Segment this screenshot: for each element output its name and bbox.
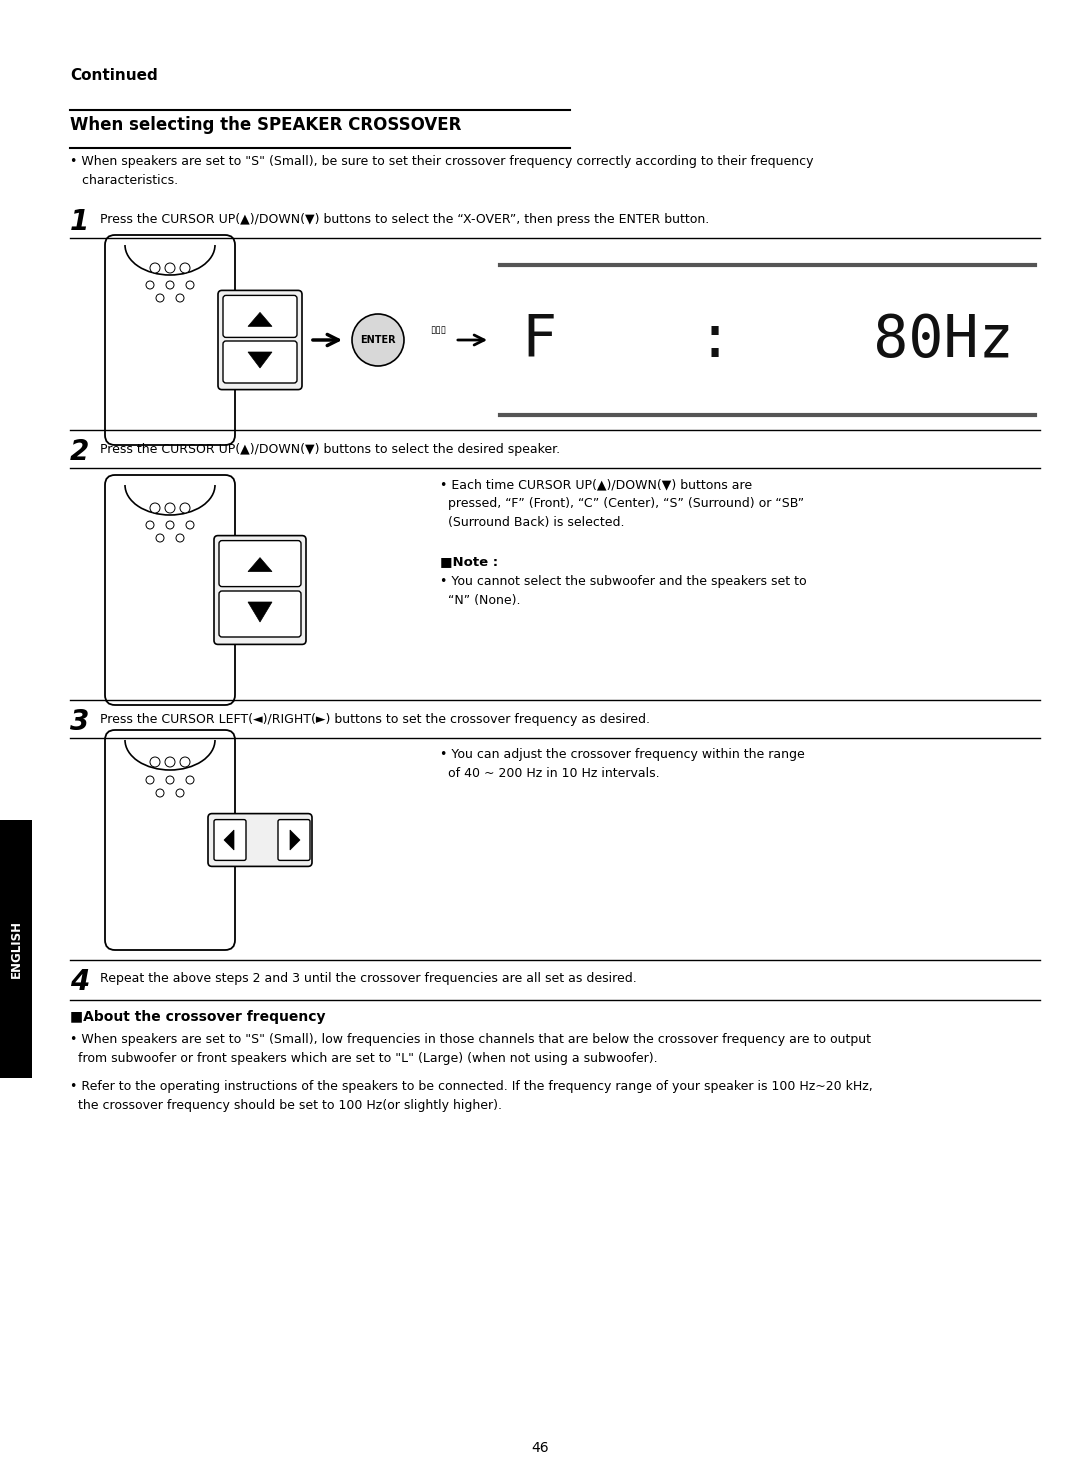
Polygon shape: [224, 830, 234, 850]
FancyBboxPatch shape: [214, 535, 306, 645]
FancyBboxPatch shape: [105, 475, 235, 705]
Circle shape: [352, 314, 404, 365]
Circle shape: [156, 788, 164, 797]
Bar: [0, 819, 32, 1078]
Text: • Each time CURSOR UP(▲)/DOWN(▼) buttons are
  pressed, “F” (Front), “C” (Center: • Each time CURSOR UP(▲)/DOWN(▼) buttons…: [440, 478, 805, 529]
FancyBboxPatch shape: [214, 819, 246, 861]
FancyBboxPatch shape: [219, 592, 301, 637]
Text: ■Note :: ■Note :: [440, 555, 498, 568]
Circle shape: [150, 757, 160, 768]
Circle shape: [165, 757, 175, 768]
Text: ENGLISH: ENGLISH: [10, 920, 23, 978]
Text: • When speakers are set to "S" (Small), be sure to set their crossover frequency: • When speakers are set to "S" (Small), …: [70, 155, 813, 186]
Text: When selecting the SPEAKER CROSSOVER: When selecting the SPEAKER CROSSOVER: [70, 115, 461, 135]
Text: F    :    80Hz: F : 80Hz: [522, 312, 1013, 368]
Polygon shape: [291, 830, 300, 850]
Circle shape: [186, 281, 194, 288]
Circle shape: [176, 534, 184, 541]
FancyBboxPatch shape: [218, 290, 302, 389]
Circle shape: [150, 263, 160, 274]
Polygon shape: [248, 352, 272, 368]
FancyBboxPatch shape: [105, 235, 235, 445]
Text: 3: 3: [70, 708, 90, 737]
Text: ▯▯▯: ▯▯▯: [430, 325, 446, 336]
Circle shape: [186, 776, 194, 784]
Text: 1: 1: [70, 209, 90, 237]
Circle shape: [186, 521, 194, 529]
Text: 46: 46: [531, 1441, 549, 1455]
Circle shape: [180, 757, 190, 768]
Polygon shape: [248, 312, 272, 327]
FancyBboxPatch shape: [208, 813, 312, 867]
Text: • Refer to the operating instructions of the speakers to be connected. If the fr: • Refer to the operating instructions of…: [70, 1080, 873, 1112]
Text: Repeat the above steps 2 and 3 until the crossover frequencies are all set as de: Repeat the above steps 2 and 3 until the…: [92, 972, 637, 985]
Circle shape: [180, 503, 190, 513]
Circle shape: [146, 281, 154, 288]
Circle shape: [146, 521, 154, 529]
Text: ■About the crossover frequency: ■About the crossover frequency: [70, 1010, 325, 1023]
Text: Press the CURSOR UP(▲)/DOWN(▼) buttons to select the “X-OVER”, then press the EN: Press the CURSOR UP(▲)/DOWN(▼) buttons t…: [92, 213, 710, 226]
Text: 4: 4: [70, 967, 90, 995]
Circle shape: [180, 263, 190, 274]
FancyBboxPatch shape: [278, 819, 310, 861]
Circle shape: [150, 503, 160, 513]
Text: Press the CURSOR LEFT(◄)/RIGHT(►) buttons to set the crossover frequency as desi: Press the CURSOR LEFT(◄)/RIGHT(►) button…: [92, 713, 650, 726]
Polygon shape: [248, 602, 272, 623]
Text: Press the CURSOR UP(▲)/DOWN(▼) buttons to select the desired speaker.: Press the CURSOR UP(▲)/DOWN(▼) buttons t…: [92, 444, 561, 456]
Circle shape: [165, 503, 175, 513]
Text: • You can adjust the crossover frequency within the range
  of 40 ~ 200 Hz in 10: • You can adjust the crossover frequency…: [440, 748, 805, 779]
FancyBboxPatch shape: [222, 296, 297, 337]
FancyBboxPatch shape: [219, 541, 301, 587]
Polygon shape: [248, 558, 272, 571]
Circle shape: [156, 534, 164, 541]
Circle shape: [146, 776, 154, 784]
Circle shape: [166, 521, 174, 529]
Circle shape: [166, 776, 174, 784]
Text: • You cannot select the subwoofer and the speakers set to
  “N” (None).: • You cannot select the subwoofer and th…: [440, 575, 807, 606]
Text: 2: 2: [70, 438, 90, 466]
Circle shape: [156, 294, 164, 302]
Circle shape: [176, 788, 184, 797]
Text: ENTER: ENTER: [361, 336, 395, 345]
FancyBboxPatch shape: [222, 342, 297, 383]
Text: • When speakers are set to "S" (Small), low frequencies in those channels that a: • When speakers are set to "S" (Small), …: [70, 1032, 870, 1065]
FancyBboxPatch shape: [105, 731, 235, 950]
Circle shape: [176, 294, 184, 302]
Circle shape: [165, 263, 175, 274]
Circle shape: [166, 281, 174, 288]
Text: Continued: Continued: [70, 68, 158, 83]
